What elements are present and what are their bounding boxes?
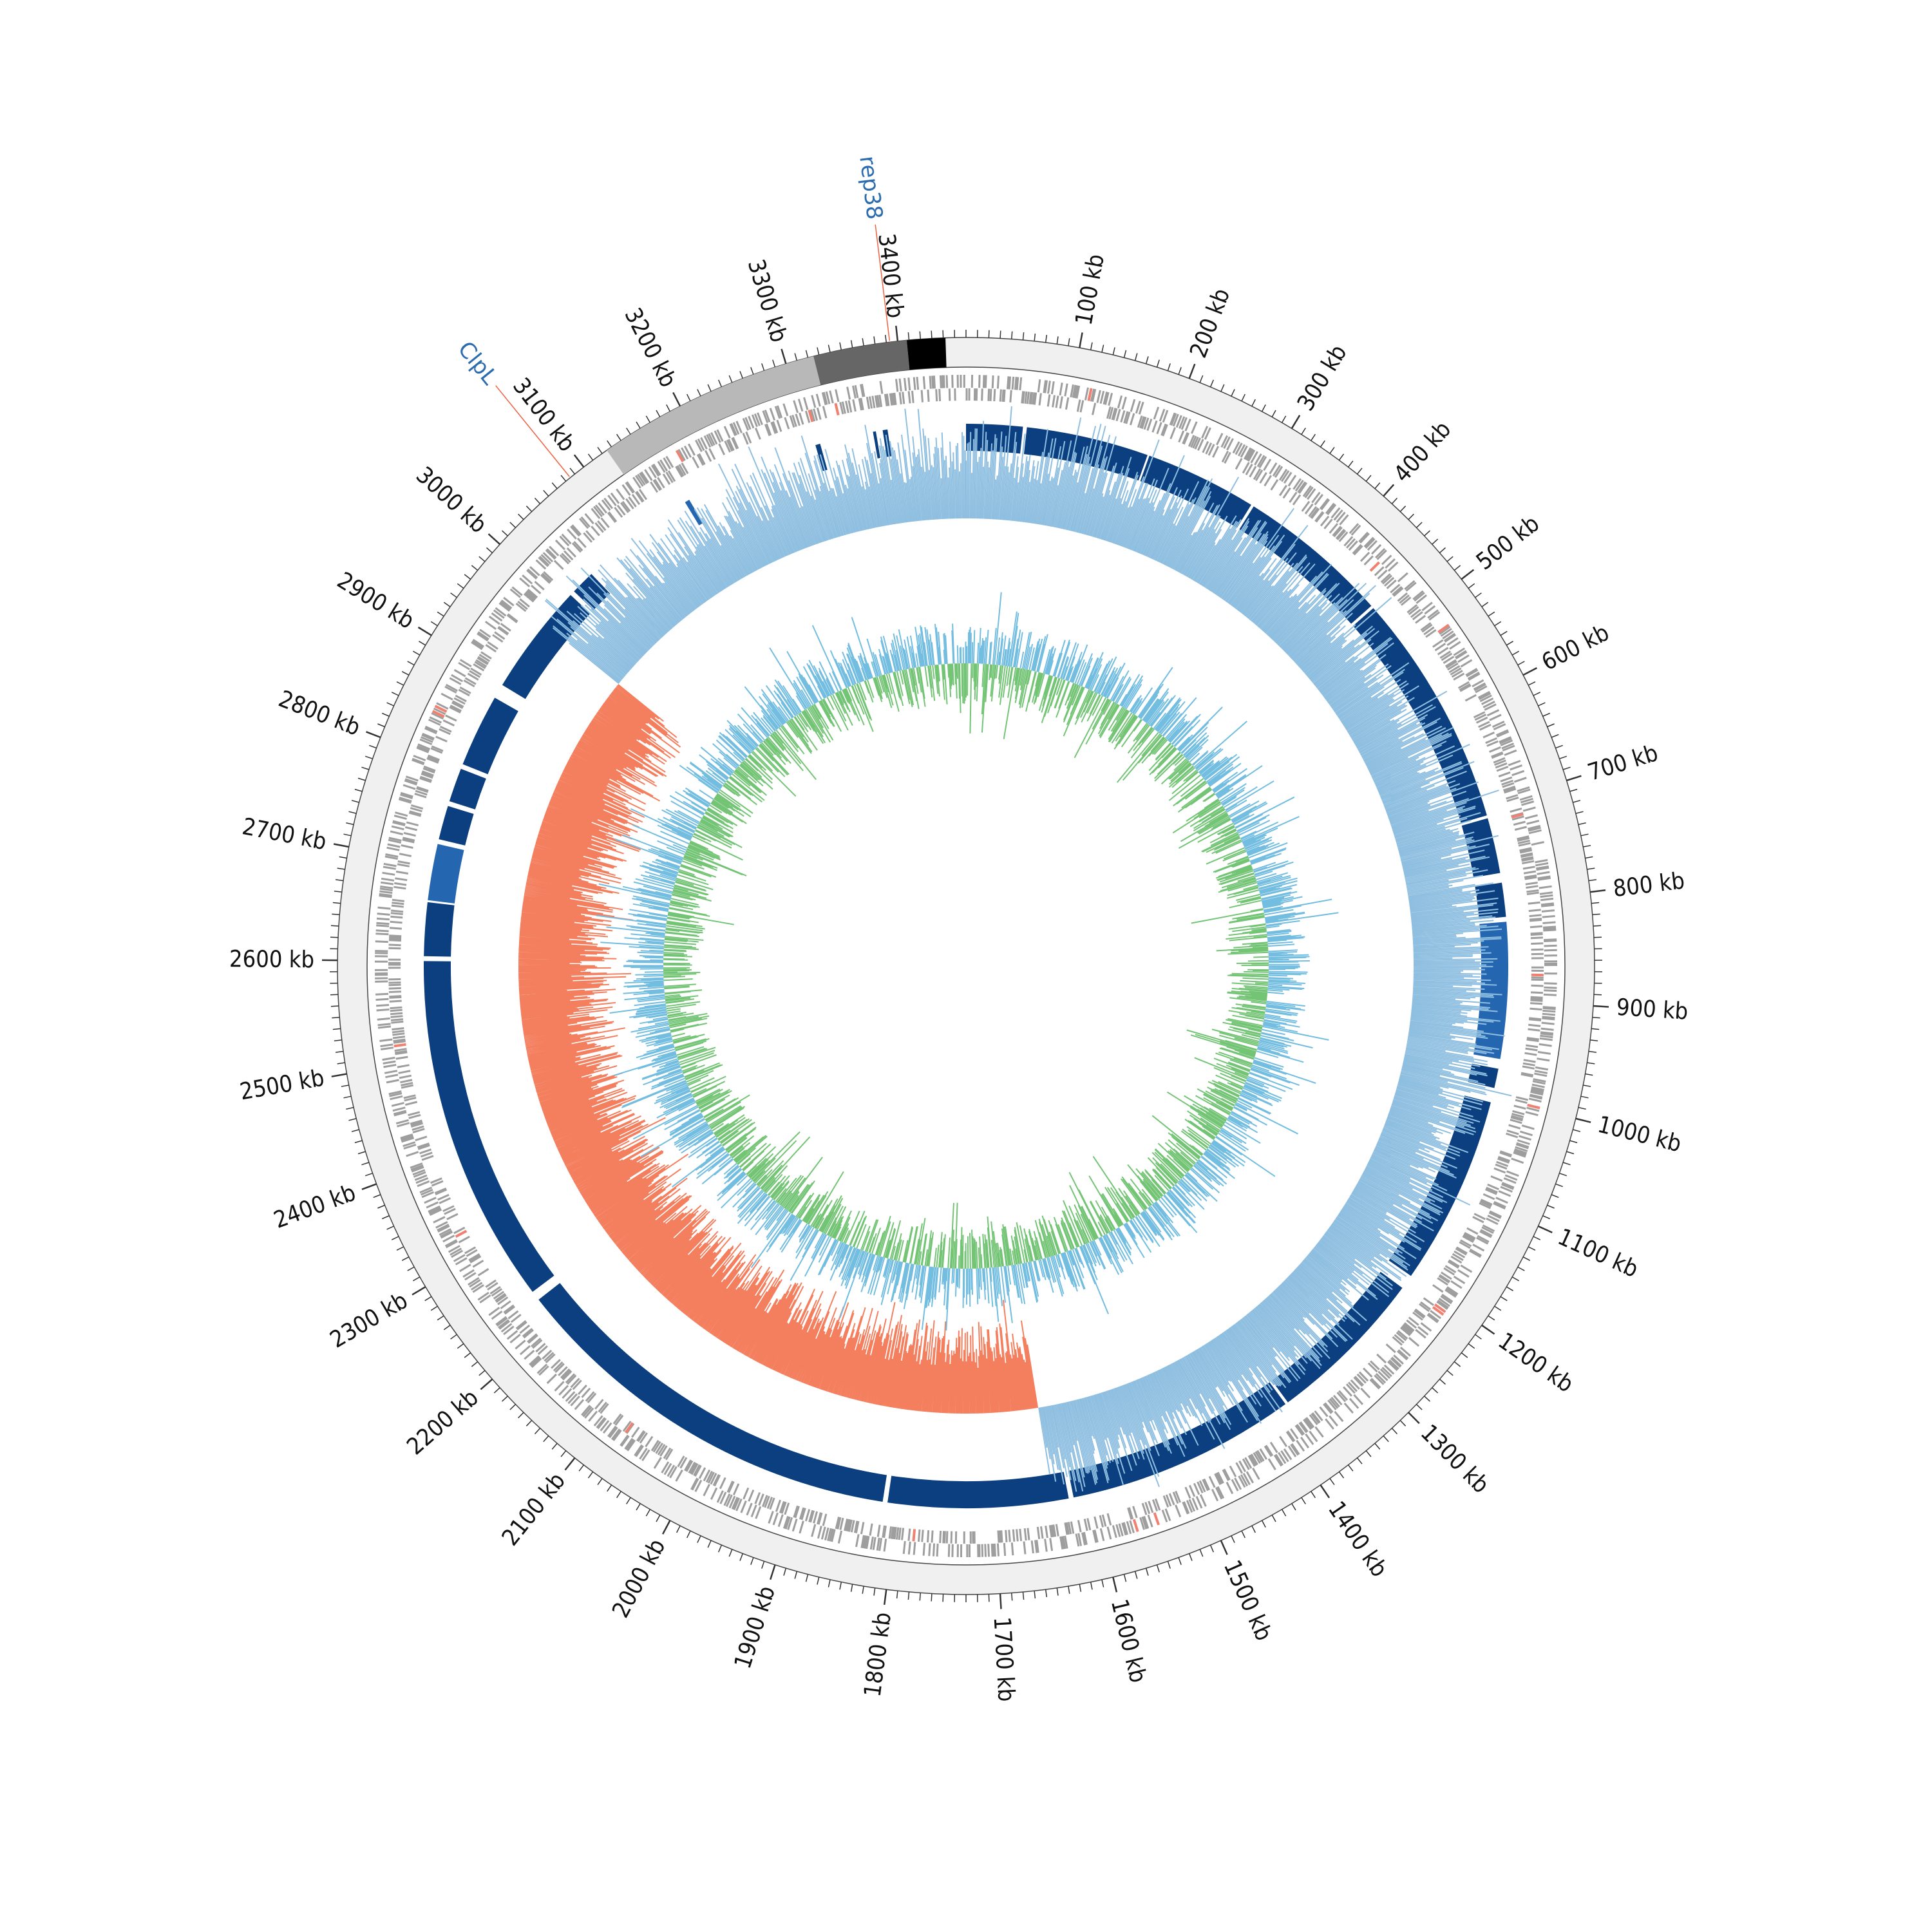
contig-segment: [906, 337, 947, 370]
tick-label: 1100 kb: [1554, 1224, 1642, 1283]
tick-label: 200 kb: [1185, 285, 1235, 362]
tick-label: 600 kb: [1538, 620, 1614, 676]
tick-label: 2600 kb: [229, 946, 314, 973]
gc-content-positive: [596, 592, 1339, 1331]
tick-label: 500 kb: [1472, 511, 1544, 576]
tick-label: 2100 kb: [497, 1468, 571, 1551]
tick-label: 2700 kb: [240, 813, 328, 855]
tick-label: 3300 kb: [743, 256, 792, 345]
tick-label: 2200 kb: [402, 1385, 483, 1461]
homology-block: [873, 431, 880, 459]
homology-block: [574, 574, 611, 611]
homology-block: [538, 1283, 887, 1502]
tick-label: 1300 kb: [1416, 1419, 1494, 1499]
tick-label: 2300 kb: [326, 1287, 412, 1354]
homology-block: [1475, 882, 1506, 920]
gc-skew-negative: [518, 684, 1039, 1414]
homology-block: [428, 844, 464, 904]
tick-label: 2900 kb: [332, 567, 419, 634]
cds-track: [374, 374, 1558, 1558]
gc-content-negative: [663, 663, 1269, 1269]
gene-label-rep38: rep38: [854, 155, 887, 221]
inner-circle: [366, 366, 1566, 1566]
homology-block: [449, 768, 486, 810]
tick-label: 2800 kb: [275, 686, 364, 741]
tick-label: 400 kb: [1389, 416, 1457, 488]
tick-label: 1200 kb: [1493, 1328, 1578, 1398]
tick-label: 100 kb: [1071, 252, 1110, 327]
gene-label-leader: [875, 224, 891, 341]
tick-label: 1000 kb: [1595, 1112, 1684, 1158]
homology-block: [424, 961, 554, 1292]
homology-block: [685, 499, 703, 526]
backbone-band: [337, 337, 1595, 1595]
tick-label: 900 kb: [1616, 994, 1689, 1025]
tick-label: 1700 kb: [989, 1616, 1019, 1702]
tick-label: 2500 kb: [238, 1065, 326, 1106]
homology-block: [887, 1472, 1069, 1508]
tick-label: 1800 kb: [860, 1611, 896, 1698]
tick-label: 3000 kb: [411, 462, 491, 538]
homology-block: [439, 806, 474, 846]
homology-block: [462, 697, 518, 775]
tick-label: 1400 kb: [1323, 1497, 1392, 1582]
gc-skew-track: [518, 406, 1512, 1492]
tick-label: 1600 kb: [1106, 1596, 1151, 1685]
contig-segment: [607, 356, 821, 475]
homology-block: [1473, 922, 1508, 1059]
major-ticks: [321, 325, 1609, 1609]
tick-label: 1500 kb: [1218, 1557, 1277, 1645]
minor-ticks: [329, 330, 1603, 1602]
cds-reverse-strand: [388, 388, 1544, 1544]
cds-highlight: [393, 388, 1544, 1542]
homology-block: [424, 902, 455, 957]
gc-skew-positive: [544, 406, 1512, 1492]
gc-content-track: [596, 592, 1339, 1331]
tick-label: 3200 kb: [619, 304, 681, 392]
tick-label: 300 kb: [1293, 341, 1352, 416]
tick-label: 2000 kb: [607, 1535, 670, 1622]
cds-forward-strand: [374, 374, 1558, 1558]
gene-label-leader: [495, 385, 570, 477]
tick-label: 800 kb: [1612, 867, 1686, 902]
contig-segment: [813, 340, 910, 385]
contig-track: [607, 337, 947, 475]
homology-block: [1140, 455, 1251, 528]
gene-label-clpl: ClpL: [453, 337, 503, 390]
tick-label: 700 kb: [1585, 740, 1662, 786]
tick-label: 2400 kb: [270, 1180, 359, 1234]
homology-block: [1388, 1095, 1491, 1276]
tick-label: 1900 kb: [730, 1583, 781, 1672]
